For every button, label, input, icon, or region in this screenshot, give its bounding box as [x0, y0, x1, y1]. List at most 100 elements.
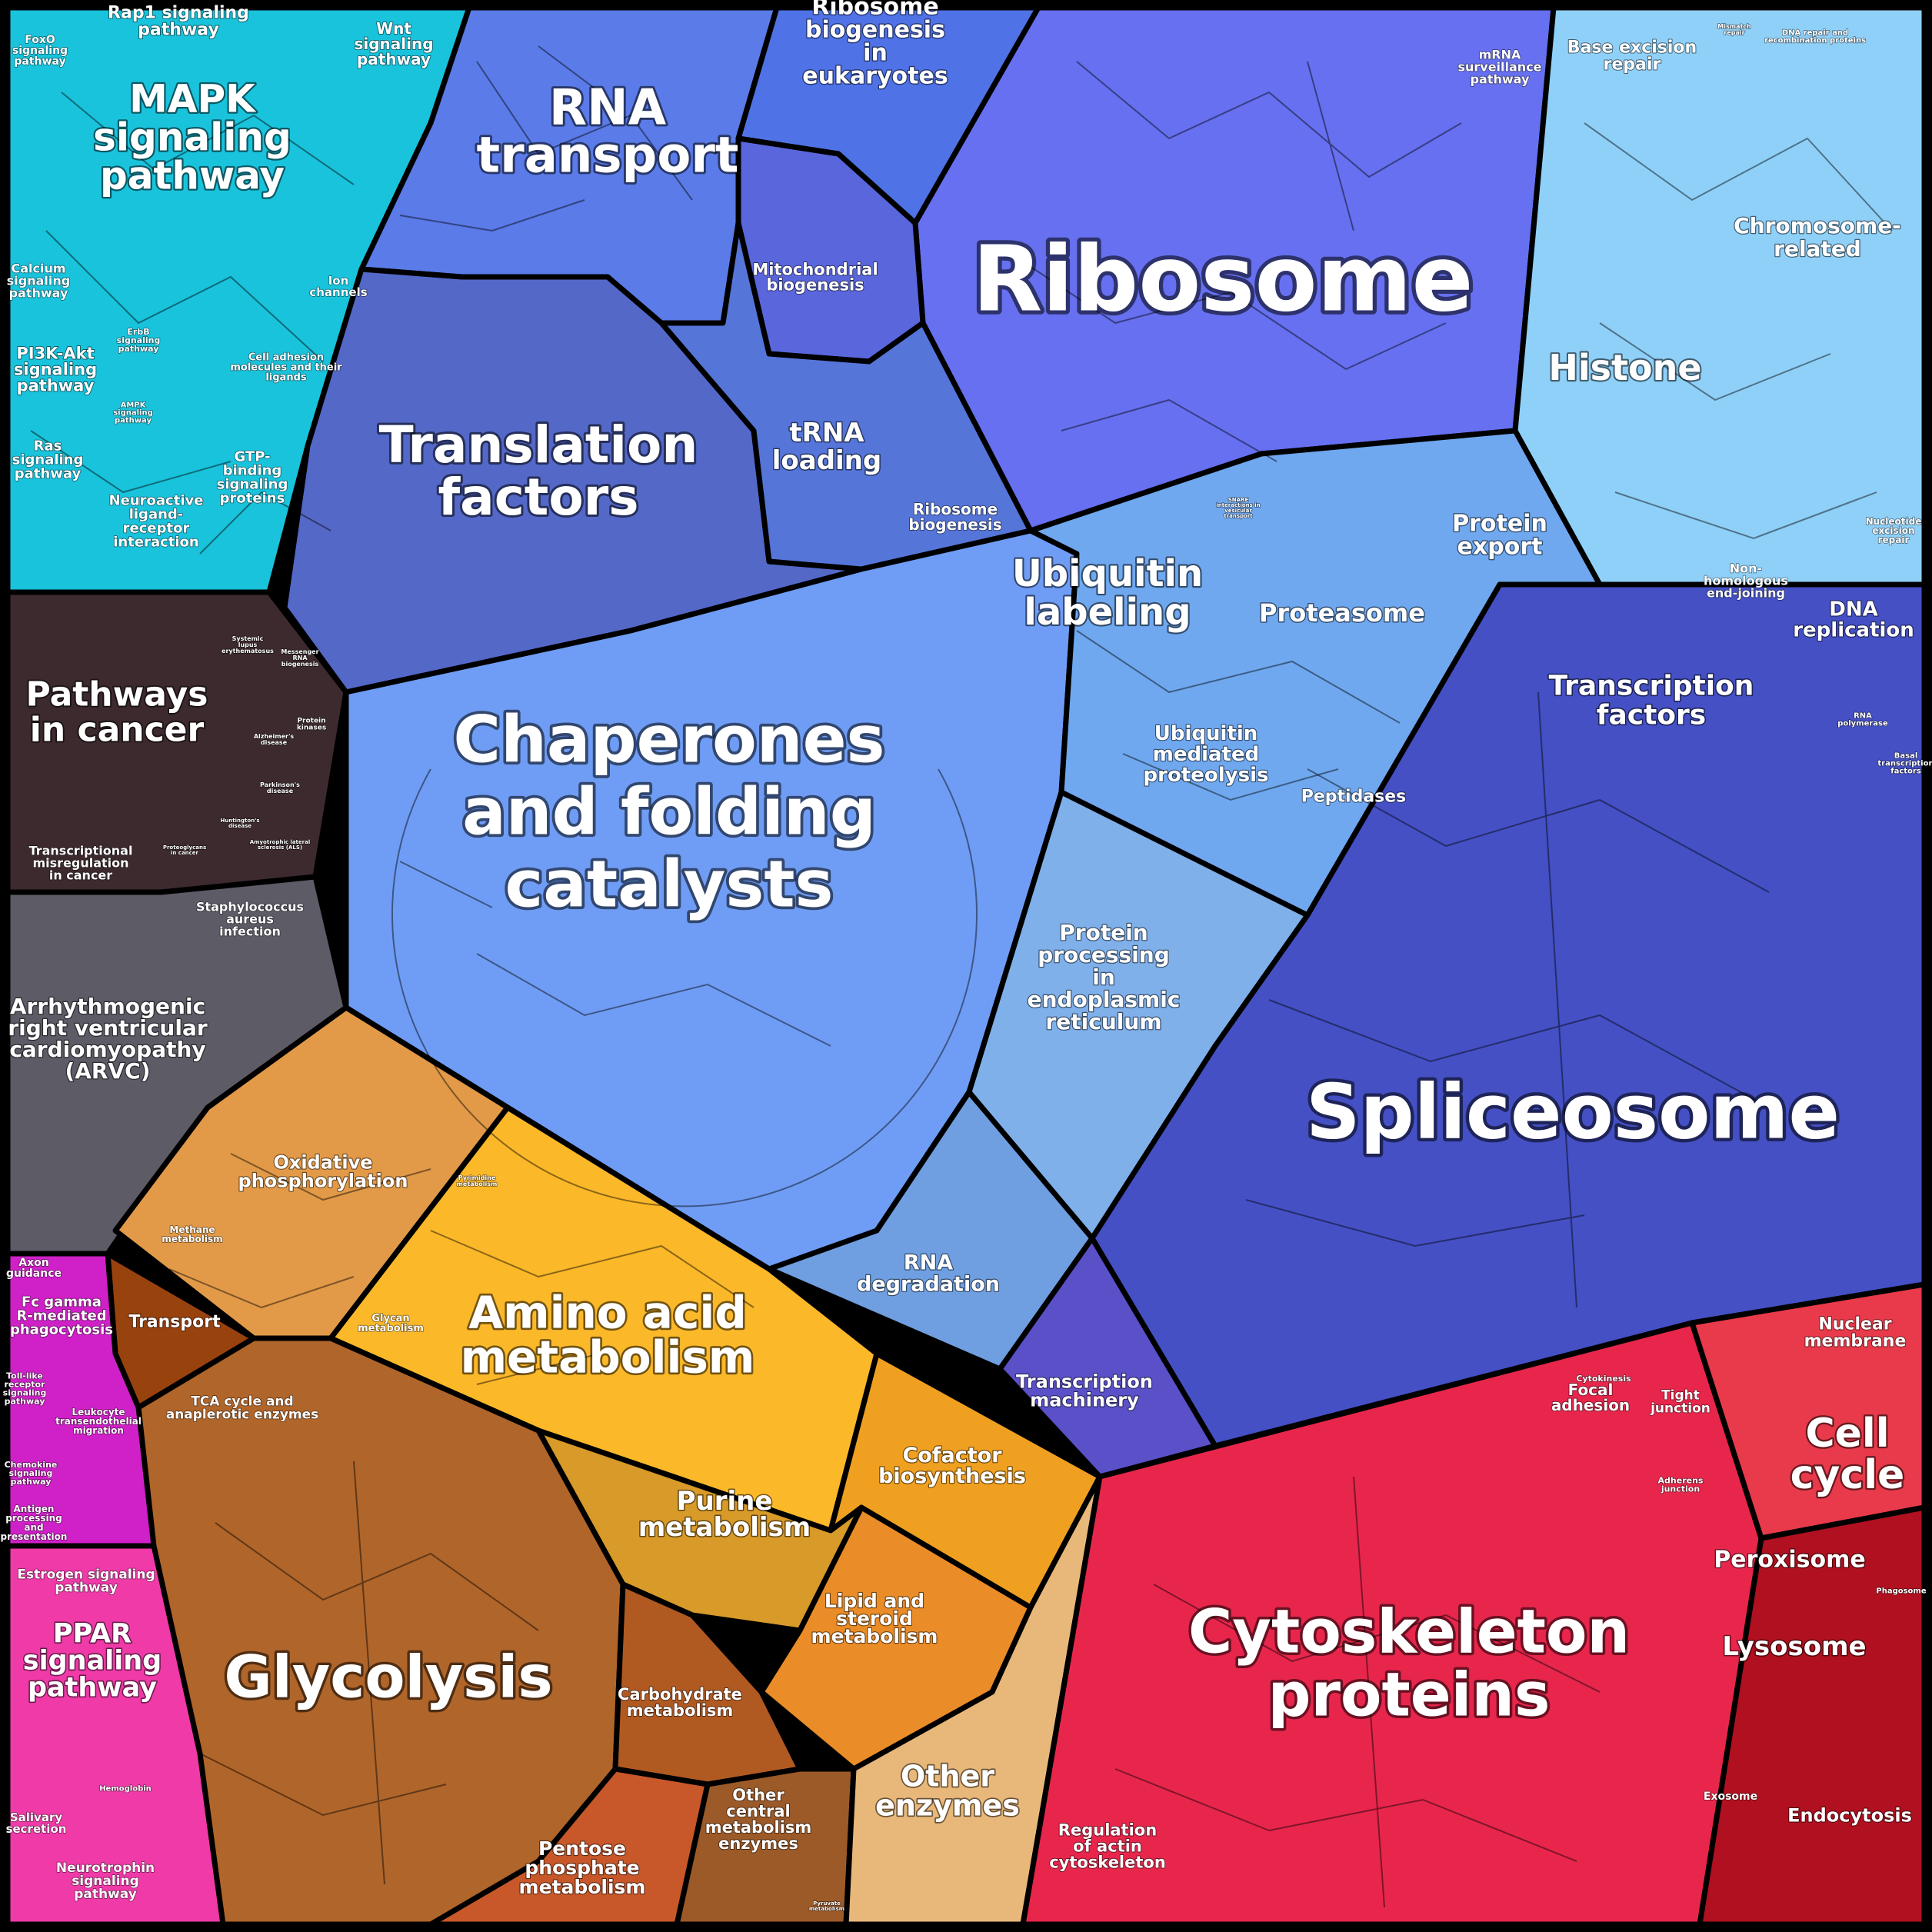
label-line: Transcription — [1549, 671, 1754, 702]
label-line: PPAR — [53, 1618, 132, 1649]
region-histone[interactable] — [1512, 5, 1927, 588]
label-line: Transport — [128, 1313, 221, 1332]
label-protein-kinases: Protein kinases — [297, 718, 326, 732]
label-ppar: PPAR signaling pathway — [23, 1618, 162, 1703]
label-line: signaling — [72, 1874, 139, 1889]
label-line: Axon — [18, 1257, 48, 1269]
label-line: catalysts — [505, 846, 833, 921]
label-line: signaling — [93, 115, 291, 160]
label-line: Ras — [34, 438, 62, 454]
label-line: signaling — [12, 451, 84, 468]
label-transcription-factors: Transcription factors — [1549, 671, 1754, 731]
label-cytokinesis: Cytokinesis — [1576, 1374, 1631, 1384]
label-line: Mitochondrial — [752, 260, 878, 278]
label-line: metabolism — [705, 1818, 812, 1837]
label-line: pathway — [118, 344, 159, 354]
label-line: in — [1092, 964, 1115, 990]
label-line: SNARE — [1228, 497, 1249, 503]
label-line: in cancer — [30, 710, 205, 749]
label-line: pathway — [357, 50, 431, 68]
label-line: Basal — [1894, 752, 1918, 761]
label-line: signaling — [217, 476, 288, 492]
label-line: RNA — [904, 1251, 953, 1274]
label-line: endoplasmic — [1028, 987, 1181, 1012]
label-pi3k: PI3K-Akt signaling pathway — [14, 344, 97, 395]
label-line: transport — [1224, 513, 1253, 519]
label-spliceosome: Spliceosome — [1306, 1068, 1840, 1156]
label-line: FoxO — [25, 34, 55, 46]
label-line: end-joining — [1707, 586, 1785, 601]
label-line: transport — [477, 127, 739, 184]
label-parkinsons: Parkinson's disease — [260, 781, 300, 794]
label-dna-repair-recomb: DNA repair and recombination proteins — [1764, 29, 1866, 45]
label-line: receptor — [123, 520, 190, 536]
label-line: Ribosome — [913, 500, 998, 518]
label-line: of actin — [1073, 1837, 1142, 1855]
label-line: Messenger — [281, 648, 318, 655]
label-line: Other — [732, 1786, 784, 1804]
label-line: Peptidases — [1301, 788, 1407, 807]
label-line: anaplerotic enzymes — [166, 1407, 319, 1422]
label-line: pathway — [9, 286, 68, 301]
label-line: Cytoskeleton — [1188, 1597, 1630, 1667]
label-line: erythematosus — [222, 648, 274, 655]
label-line: signaling — [14, 360, 97, 378]
label-line: Glycan — [371, 1313, 409, 1324]
label-line: Ribosome — [811, 0, 939, 21]
label-line: metabolism — [358, 1323, 424, 1334]
label-line: tRNA — [789, 418, 864, 448]
label-line: infection — [219, 924, 281, 939]
label-line: phagocytosis — [10, 1321, 113, 1337]
label-line: guidance — [6, 1267, 62, 1280]
label-dna-replication: DNA replication — [1793, 598, 1914, 642]
label-systemic-lupus: Systemic lupus erythematosus — [222, 635, 274, 655]
region-rna-degradation[interactable] — [766, 1089, 1095, 1372]
label-line: Spliceosome — [1306, 1068, 1840, 1156]
label-line: Non- — [1730, 561, 1762, 576]
region-pentose[interactable] — [428, 1766, 711, 1927]
label-glycan: Glycan metabolism — [358, 1313, 424, 1334]
label-line: Other — [901, 1759, 994, 1793]
label-line: Lipid and — [824, 1590, 924, 1612]
label-erbb: ErbB signaling pathway — [117, 327, 161, 354]
label-ubiquitin-proteolysis: Ubiquitin mediated proteolysis — [1144, 722, 1269, 787]
label-line: MAPK — [129, 77, 257, 122]
label-line: secretion — [6, 1822, 67, 1836]
label-proteasome: Proteasome — [1259, 598, 1425, 628]
label-lysosome: Lysosome — [1722, 1631, 1866, 1662]
label-line: Chaperones — [453, 701, 884, 777]
label-nucleotide-excision: Nucleotide excision repair — [1866, 516, 1922, 545]
region-lysosome[interactable] — [1697, 1504, 1927, 1927]
label-line: biogenesis — [281, 661, 319, 668]
region-ppar[interactable] — [5, 1543, 226, 1927]
label-line: Neurotrophin — [56, 1860, 155, 1876]
label-line: Base excision — [1567, 38, 1697, 58]
label-purine: Purine metabolism — [638, 1486, 811, 1543]
label-line: channels — [309, 285, 367, 299]
label-line: R-mediated — [16, 1307, 106, 1324]
region-trna-loading[interactable] — [658, 220, 1034, 572]
label-ribosome: Ribosome — [972, 225, 1473, 331]
label-other-central: Other central metabolism enzymes — [705, 1786, 812, 1853]
label-line: Ribosome — [972, 225, 1473, 331]
label-line: signaling — [9, 1468, 53, 1478]
label-line: kinases — [297, 724, 326, 732]
label-line: processing — [5, 1513, 62, 1524]
label-line: signaling — [354, 35, 433, 53]
label-translation-factors: Translation factors — [379, 415, 698, 527]
label-line: Leukocyte — [72, 1407, 125, 1417]
label-endocytosis: Endocytosis — [1787, 1804, 1912, 1826]
label-line: replication — [1793, 619, 1914, 642]
label-line: in — [863, 40, 888, 67]
label-line: Wnt — [376, 19, 411, 38]
label-line: ligands — [265, 372, 307, 384]
label-foxo: FoxO signaling pathway — [12, 34, 68, 68]
label-line: Peroxisome — [1714, 1547, 1865, 1574]
label-line: signaling — [113, 409, 153, 418]
label-line: AMPK — [121, 401, 147, 410]
label-rna-transport: RNA transport — [477, 79, 739, 184]
label-protein-export: Protein export — [1452, 511, 1547, 561]
label-line: vesicular — [1224, 508, 1252, 514]
label-line: aureus — [226, 912, 274, 927]
label-proteoglycans: Proteoglycans in cancer — [163, 844, 206, 856]
